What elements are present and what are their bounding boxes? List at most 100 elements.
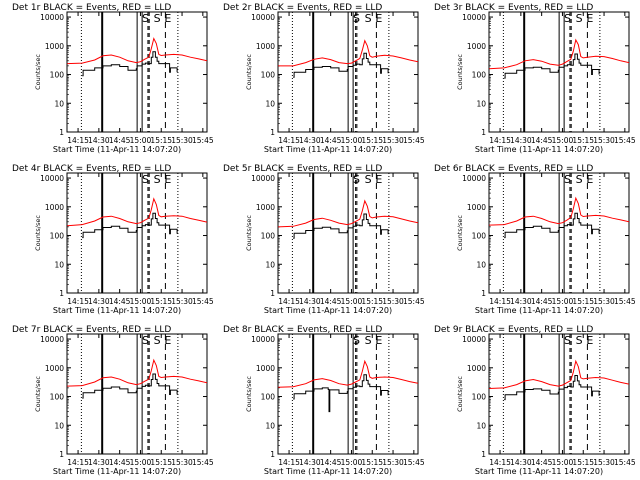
marker-letter: E [375,173,382,186]
y-tick-label: 1000 [467,203,486,212]
y-tick-label: 10000 [462,174,486,183]
y-axis-label: Counts/sec [245,54,253,90]
x-tick-label: 15:15 [361,297,383,306]
y-tick-label: 10 [476,99,486,108]
x-tick-label: 14:45 [320,136,342,145]
panel-title: Det 2r BLACK = Events, RED = LLD [223,3,382,13]
x-tick-label: 15:30 [382,136,404,145]
panel-title: Det 3r BLACK = Events, RED = LLD [434,3,593,13]
x-tick-label: 15:30 [171,458,193,467]
x-tick-label: 14:15 [278,297,300,306]
y-tick-label: 1 [270,289,275,298]
events-series-line [504,375,600,401]
y-axis-label: Counts/sec [245,376,253,412]
y-axis-label: Counts/sec [456,54,464,90]
x-tick-label: 15:15 [572,136,594,145]
x-tick-label: 14:45 [531,136,553,145]
y-tick-label: 10 [265,260,275,269]
x-tick-label: 14:15 [67,136,89,145]
marker-letter: S [576,12,583,25]
y-tick-label: 1 [270,450,275,459]
marker-letter: S [154,173,161,186]
y-tick-label: 1000 [45,42,64,51]
x-tick-label: 15:45 [614,136,636,145]
events-series-line [504,53,600,79]
x-tick-label: 15:45 [192,136,214,145]
marker-letter: S [365,173,372,186]
marker-letter: S [564,12,571,25]
marker-letter: S [564,173,571,186]
y-axis-label: Counts/sec [456,376,464,412]
x-tick-label: 15:15 [572,458,594,467]
panel-title: Det 8r BLACK = Events, RED = LLD [223,325,382,335]
marker-letter: E [164,12,171,25]
y-tick-label: 10000 [251,335,275,344]
x-tick-label: 14:15 [489,458,511,467]
x-tick-label: 15:15 [150,297,172,306]
x-tick-label: 14:30 [88,458,110,467]
y-tick-label: 10 [265,99,275,108]
x-tick-label: 15:30 [382,458,404,467]
x-axis-label: Start Time (11-Apr-11 14:07:20) [53,306,181,315]
x-tick-label: 14:45 [531,297,553,306]
lld-series-line [278,359,418,388]
lld-series-line [278,39,418,67]
x-tick-label: 15:15 [361,136,383,145]
events-series-line [293,213,389,239]
x-tick-label: 15:00 [552,297,574,306]
y-tick-label: 1000 [256,203,275,212]
marker-letter: S [142,173,149,186]
y-tick-label: 10 [476,260,486,269]
y-tick-label: 1000 [45,203,64,212]
x-tick-label: 14:30 [510,297,532,306]
panel-title: Det 7r BLACK = Events, RED = LLD [12,325,171,335]
x-tick-label: 15:30 [593,458,615,467]
x-axis-label: Start Time (11-Apr-11 14:07:20) [264,145,392,154]
x-tick-label: 14:45 [109,136,131,145]
marker-letter: S [576,173,583,186]
y-tick-label: 100 [261,393,276,402]
x-axis-label: Start Time (11-Apr-11 14:07:20) [475,306,603,315]
y-tick-label: 1000 [256,364,275,373]
x-tick-label: 15:15 [572,297,594,306]
y-tick-label: 100 [472,232,487,241]
x-tick-label: 14:45 [320,297,342,306]
x-tick-label: 15:30 [593,297,615,306]
y-axis-label: Counts/sec [34,54,42,90]
x-tick-label: 14:15 [67,297,89,306]
x-tick-label: 15:30 [171,297,193,306]
y-tick-label: 10000 [40,335,64,344]
marker-letter: S [576,334,583,347]
y-tick-label: 1 [59,289,64,298]
y-tick-label: 1000 [45,364,64,373]
y-axis-label: Counts/sec [456,215,464,251]
marker-letter: S [353,334,360,347]
y-tick-label: 10000 [251,174,275,183]
x-tick-label: 15:45 [614,458,636,467]
panel-title: Det 1r BLACK = Events, RED = LLD [12,3,171,13]
lld-series-line [67,37,207,65]
y-axis-label: Counts/sec [245,215,253,251]
y-tick-label: 100 [50,232,65,241]
x-tick-label: 14:30 [88,297,110,306]
y-tick-label: 1 [59,128,64,137]
x-tick-label: 14:15 [278,458,300,467]
y-axis-label: Counts/sec [34,376,42,412]
x-tick-label: 14:30 [88,136,110,145]
panel-title: Det 4r BLACK = Events, RED = LLD [12,164,171,174]
lld-series-line [67,197,207,227]
marker-letter: E [375,12,382,25]
lld-series-line [489,196,629,226]
events-series-line [504,212,600,239]
y-tick-label: 1 [270,128,275,137]
lld-series-line [489,38,629,70]
x-tick-label: 14:45 [109,297,131,306]
x-tick-label: 14:45 [531,458,553,467]
lld-series-line [67,358,207,387]
x-tick-label: 15:45 [403,297,425,306]
